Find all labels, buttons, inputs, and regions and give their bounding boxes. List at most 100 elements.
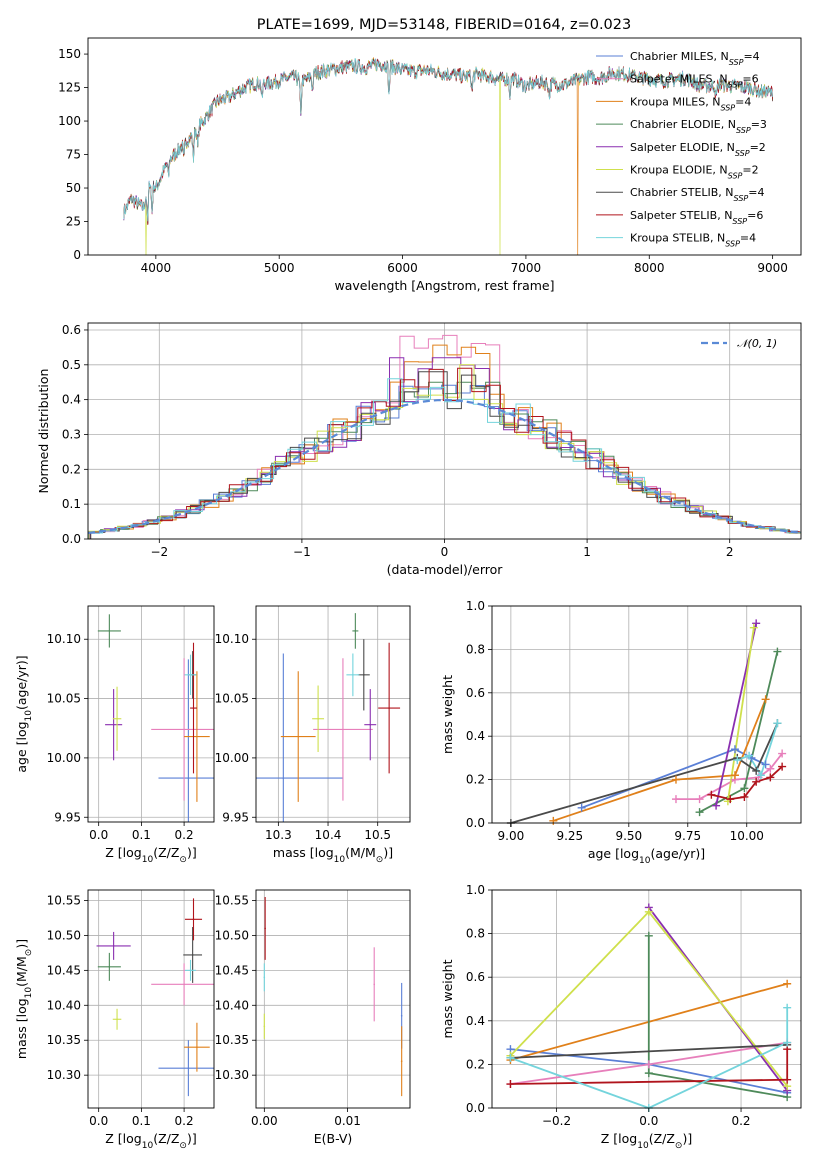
y-axis-label-part: mass [log	[14, 998, 29, 1059]
x-tick-label: 1	[583, 545, 591, 559]
legend-entry-salpeter-elodie-n-2: Salpeter ELODIE, NSSP=2	[630, 141, 766, 158]
histogram-kroupa-stelib	[88, 378, 801, 539]
legend-tail: =4	[735, 95, 751, 108]
weight-line-chabrier-stelib	[510, 722, 779, 823]
legend-subscript: SSP	[736, 126, 751, 135]
legend-subscript: SSP	[734, 194, 749, 203]
weight-marker-kroupa-elodie	[749, 623, 758, 632]
point-kroupa-elodie	[317, 717, 319, 720]
legend-tail: =2	[742, 164, 758, 177]
weight-marker-kroupa-stelib	[773, 719, 782, 728]
legend-text: Kroupa STELIB, N	[630, 232, 725, 245]
x-axis-label-part: )]	[383, 845, 393, 860]
x-axis-label: wavelength [Angstrom, rest frame]	[334, 278, 554, 293]
x-tick-label: 0.0	[89, 1114, 108, 1128]
legend-text: Salpeter MILES, N	[630, 73, 728, 86]
weight-marker-kroupa-stelib	[756, 771, 765, 780]
legend-tail: =4	[740, 232, 756, 245]
y-tick-label: 10.10	[215, 632, 249, 646]
legend-text: Chabrier STELIB, N	[630, 186, 734, 199]
point-kroupa-elodie	[116, 717, 118, 720]
weight-marker-kroupa-stelib	[783, 1003, 792, 1012]
legend-subscript: SSP	[728, 171, 743, 180]
y-tick-label: 1.0	[466, 883, 485, 897]
x-axis-label-part: (age/yr)]	[650, 846, 705, 861]
y-tick-label: 10.55	[215, 893, 249, 907]
y-axis-label: age [log10(age/yr)]	[14, 655, 34, 772]
x-axis-label: mass [log10(M/M⊙)]	[273, 845, 393, 865]
plot-area	[510, 623, 783, 823]
y-axis-label-part: (M/M	[14, 956, 29, 987]
legend-tail: =6	[747, 209, 763, 222]
residual-histogram-panel: −2 −1 0 1 2 0.0 0.1 0.2 0.3 0.4 0.5 0.6 (data-model)…	[36, 322, 802, 577]
legend-subscript: SSP	[728, 80, 743, 89]
weight-marker-salpeter-miles	[644, 1060, 653, 1069]
weight-marker-chabrier-stelib	[752, 766, 761, 775]
weight-line-kroupa-stelib	[736, 722, 779, 778]
weight-marker-salpeter-stelib	[740, 792, 749, 801]
age-vs-mass-panel: 10.3 10.4 10.5 9.95 10.00 10.05 10.10 mass [log…	[215, 605, 411, 865]
point-salpeter-stelib	[192, 918, 195, 921]
point-salpeter-elodie	[112, 723, 115, 726]
y-tick-label: 10.00	[47, 751, 81, 765]
point-salpeter-stelib	[192, 707, 195, 709]
plot-area	[97, 614, 214, 822]
weight-marker-salpeter-stelib	[752, 777, 761, 786]
y-tick-label: 0.4	[466, 729, 485, 743]
x-tick-label: 0.2	[175, 1114, 194, 1128]
point-kroupa-miles	[196, 1046, 198, 1049]
weight-marker-chabrier-elodie	[644, 931, 653, 940]
y-tick-label: 100	[58, 114, 81, 128]
x-axis-label-part: mass [log	[273, 845, 334, 860]
x-axis-label-part: )]	[187, 1131, 197, 1146]
point-chabrier-elodie	[108, 630, 111, 632]
x-tick-label: −2	[150, 545, 168, 559]
y-tick-label: 50	[66, 181, 81, 195]
weight-marker-salpeter-stelib	[766, 773, 775, 782]
x-tick-label: 10.00	[730, 829, 764, 843]
legend-entry-chabrier-miles-n-4: Chabrier MILES, NSSP=4	[630, 50, 760, 67]
y-tick-label: 10.45	[215, 963, 249, 977]
y-axis-label-part: )]	[14, 939, 29, 949]
x-tick-label: 0.1	[132, 828, 151, 842]
point-chabrier-stelib	[191, 954, 194, 956]
y-tick-label: 0.2	[466, 773, 485, 787]
x-tick-label: 9.25	[556, 829, 583, 843]
y-tick-label: 10.10	[47, 632, 81, 646]
point-kroupa-elodie	[263, 1025, 266, 1028]
weight-marker-salpeter-miles	[766, 764, 775, 773]
axes-frame	[491, 605, 802, 824]
x-axis-label-part: Z [log	[601, 1131, 637, 1146]
histogram-salpeter-miles	[88, 334, 800, 534]
y-tick-label: 0.5	[62, 358, 81, 372]
point-kroupa-stelib	[352, 674, 354, 676]
y-tick-label: 9.95	[222, 810, 249, 824]
y-tick-label: 75	[66, 148, 81, 162]
histogram-chabrier-elodie	[88, 381, 800, 534]
point-salpeter-stelib	[388, 707, 390, 709]
x-axis-label-part: (Z/Z	[649, 1131, 675, 1146]
point-chabrier-elodie	[108, 966, 111, 968]
x-tick-label: 8000	[634, 261, 665, 275]
y-tick-label: 0.0	[62, 532, 81, 546]
weight-marker-kroupa-miles	[549, 816, 558, 825]
y-tick-label: 10.00	[215, 751, 249, 765]
x-tick-label: 0.01	[334, 1114, 361, 1128]
x-axis-label: E(B-V)	[314, 1131, 353, 1146]
y-tick-label: 0.4	[62, 393, 81, 407]
point-kroupa-elodie	[116, 1018, 118, 1021]
y-tick-label: 10.35	[215, 1033, 249, 1047]
point-salpeter-stelib	[264, 927, 266, 930]
x-tick-label: −0.2	[542, 1114, 571, 1128]
weight-marker-salpeter-miles	[695, 795, 704, 804]
legend-tail: =6	[742, 73, 758, 86]
plot-area	[256, 613, 401, 822]
legend-entry-kroupa-stelib-n-4: Kroupa STELIB, NSSP=4	[630, 232, 756, 249]
x-axis-label: age [log10(age/yr)]	[588, 846, 705, 866]
axes-frame	[87, 889, 215, 1109]
x-axis-label: (data-model)/error	[387, 562, 504, 577]
y-tick-label: 10.40	[215, 998, 249, 1012]
weight-marker-salpeter-stelib	[778, 762, 787, 771]
x-axis-label-part: Z [log	[105, 1131, 141, 1146]
